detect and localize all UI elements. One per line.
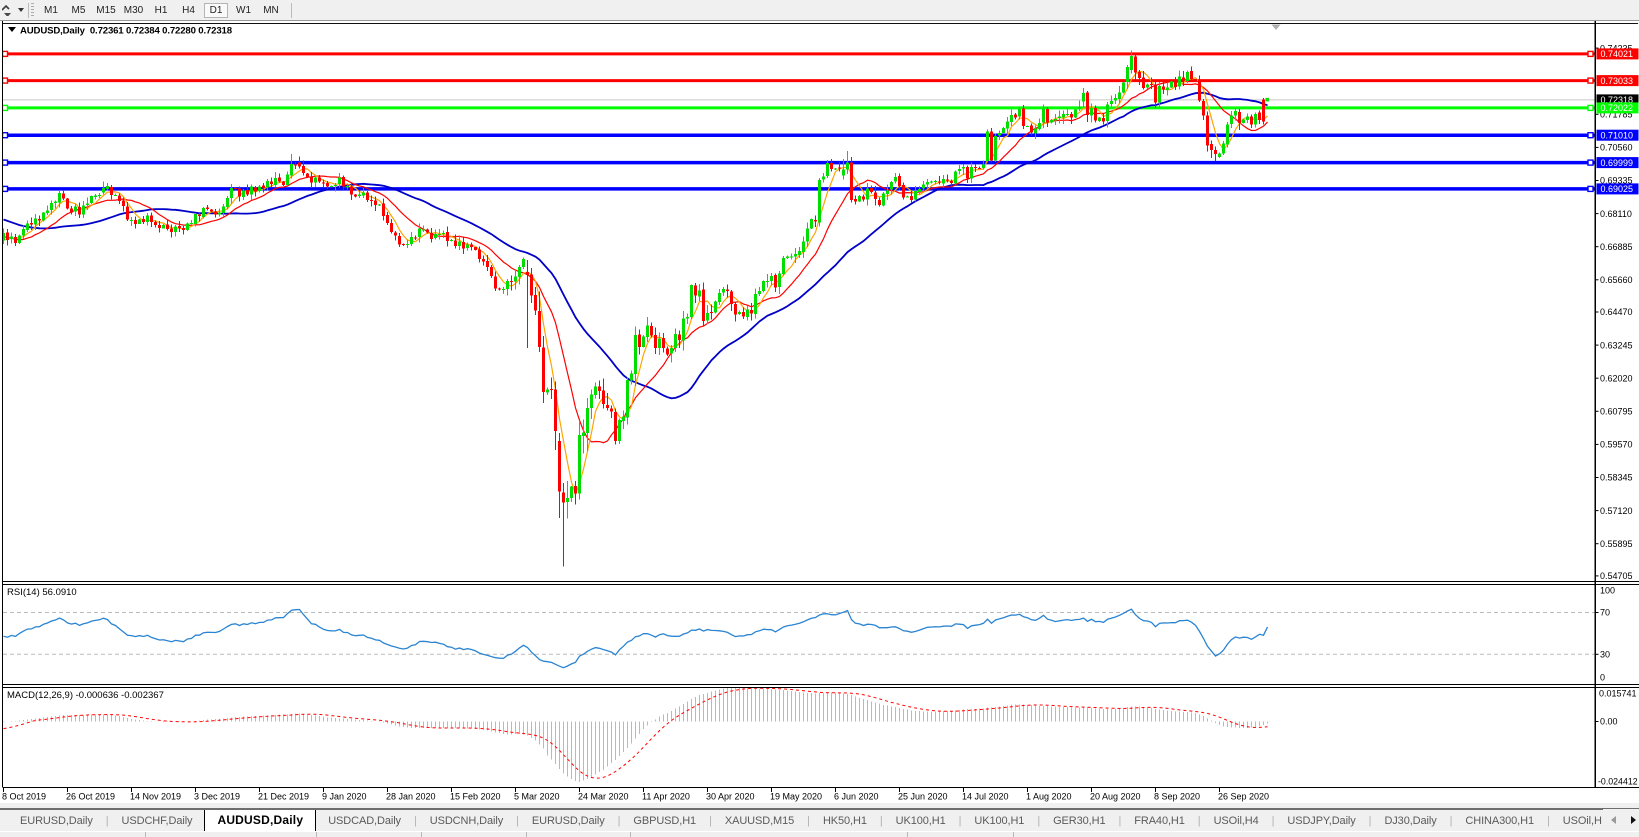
svg-text:9 Jan 2020: 9 Jan 2020: [322, 792, 367, 802]
svg-text:15 Feb 2020: 15 Feb 2020: [450, 792, 501, 802]
svg-text:3 Dec 2019: 3 Dec 2019: [194, 792, 240, 802]
svg-text:0.71010: 0.71010: [1601, 130, 1634, 140]
svg-text:11 Apr 2020: 11 Apr 2020: [642, 792, 690, 802]
svg-text:0.00: 0.00: [1600, 717, 1618, 727]
svg-text:0.62020: 0.62020: [1600, 373, 1633, 383]
svg-text:0.60795: 0.60795: [1600, 407, 1633, 417]
svg-text:6 Jun 2020: 6 Jun 2020: [834, 792, 879, 802]
svg-text:0.72022: 0.72022: [1601, 103, 1634, 113]
svg-text:0.74021: 0.74021: [1601, 49, 1634, 59]
svg-text:0.74235: 0.74235: [1600, 43, 1633, 53]
svg-text:0.57120: 0.57120: [1600, 506, 1633, 516]
svg-text:5 Mar 2020: 5 Mar 2020: [514, 792, 560, 802]
svg-text:0.63245: 0.63245: [1600, 340, 1633, 350]
svg-text:14 Jul 2020: 14 Jul 2020: [962, 792, 1009, 802]
svg-text:0.69335: 0.69335: [1600, 176, 1633, 186]
svg-text:0.71785: 0.71785: [1600, 110, 1633, 120]
svg-text:0.54705: 0.54705: [1600, 571, 1633, 581]
svg-text:0.68110: 0.68110: [1600, 209, 1632, 219]
svg-text:0: 0: [1600, 673, 1605, 683]
svg-text:25 Jun 2020: 25 Jun 2020: [898, 792, 948, 802]
svg-text:RSI(14) 56.0910: RSI(14) 56.0910: [7, 587, 77, 598]
svg-text:26 Sep 2020: 26 Sep 2020: [1218, 792, 1269, 802]
svg-text:1 Aug 2020: 1 Aug 2020: [1026, 792, 1072, 802]
svg-text:26 Oct 2019: 26 Oct 2019: [66, 792, 115, 802]
svg-text:70: 70: [1600, 608, 1610, 618]
svg-text:AUDUSD,Daily 0.72361 0.72384: AUDUSD,Daily 0.72361 0.72384 0.72280 0.7…: [20, 26, 233, 37]
svg-text:0.70560: 0.70560: [1600, 143, 1633, 153]
svg-text:0.72318: 0.72318: [1601, 95, 1634, 105]
svg-text:0.65660: 0.65660: [1600, 275, 1633, 285]
svg-text:100: 100: [1600, 586, 1615, 596]
svg-text:0.64470: 0.64470: [1600, 307, 1633, 317]
svg-text:8 Oct 2019: 8 Oct 2019: [2, 792, 46, 802]
svg-text:14 Nov 2019: 14 Nov 2019: [130, 792, 181, 802]
svg-text:20 Aug 2020: 20 Aug 2020: [1090, 792, 1141, 802]
svg-text:0.73033: 0.73033: [1601, 76, 1634, 86]
svg-text:0.015741: 0.015741: [1599, 689, 1637, 699]
svg-text:19 May 2020: 19 May 2020: [770, 792, 822, 802]
svg-text:0.59570: 0.59570: [1600, 440, 1633, 450]
svg-text:0.66885: 0.66885: [1600, 242, 1633, 252]
svg-text:28 Jan 2020: 28 Jan 2020: [386, 792, 436, 802]
svg-text:30 Apr 2020: 30 Apr 2020: [706, 792, 755, 802]
svg-text:30: 30: [1600, 650, 1610, 660]
svg-text:0.69025: 0.69025: [1601, 184, 1634, 194]
svg-text:0.58345: 0.58345: [1600, 473, 1633, 483]
svg-text:MACD(12,26,9) -0.000636 -0.002: MACD(12,26,9) -0.000636 -0.002367: [7, 690, 164, 701]
svg-text:0.69999: 0.69999: [1601, 158, 1634, 168]
svg-text:8 Sep 2020: 8 Sep 2020: [1154, 792, 1200, 802]
svg-text:0.55895: 0.55895: [1600, 539, 1633, 549]
svg-text:24 Mar 2020: 24 Mar 2020: [578, 792, 629, 802]
svg-text:-0.024412: -0.024412: [1598, 777, 1638, 787]
svg-text:21 Dec 2019: 21 Dec 2019: [258, 792, 309, 802]
